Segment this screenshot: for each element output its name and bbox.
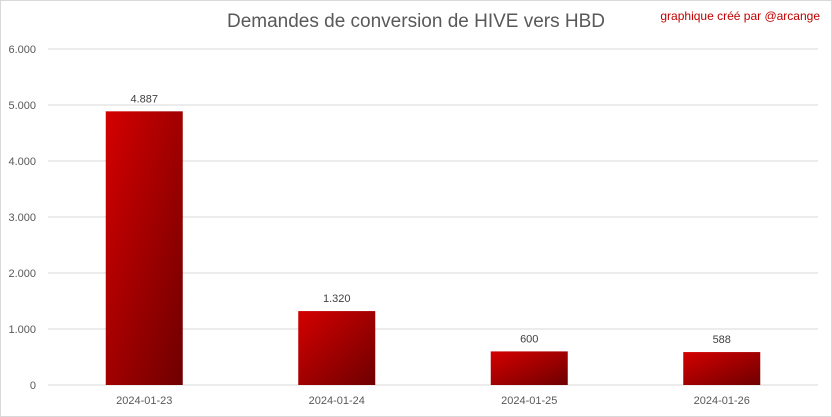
bar bbox=[683, 352, 761, 385]
bars bbox=[105, 111, 761, 385]
y-tick-label: 0 bbox=[30, 380, 36, 392]
y-tick-label: 3.000 bbox=[8, 212, 36, 224]
data-label: 588 bbox=[713, 334, 731, 346]
x-tick-label: 2024-01-23 bbox=[116, 395, 172, 407]
y-tick-label: 2.000 bbox=[8, 268, 36, 280]
data-labels: 4.887 1.320 600 588 bbox=[130, 93, 730, 346]
bar bbox=[490, 351, 568, 385]
data-label: 600 bbox=[520, 333, 538, 345]
chart-title: Demandes de conversion de HIVE vers HBD bbox=[226, 11, 606, 32]
data-label: 4.887 bbox=[130, 93, 158, 105]
bar bbox=[105, 111, 183, 385]
x-tick-label: 2024-01-25 bbox=[501, 395, 557, 407]
y-tick-label: 5.000 bbox=[8, 100, 36, 112]
chart-credit: graphique créé par @arcange bbox=[660, 9, 820, 23]
y-tick-label: 1.000 bbox=[8, 324, 36, 336]
y-tick-label: 4.000 bbox=[8, 156, 36, 168]
data-label: 1.320 bbox=[323, 293, 351, 305]
y-tick-label: 6.000 bbox=[8, 44, 36, 56]
x-axis: 2024-01-23 2024-01-24 2024-01-25 2024-01-26 bbox=[116, 395, 750, 407]
x-tick-label: 2024-01-24 bbox=[309, 395, 365, 407]
bar bbox=[298, 311, 376, 385]
x-tick-label: 2024-01-26 bbox=[694, 395, 750, 407]
y-axis: 0 1.000 2.000 3.000 4.000 5.000 6.000 bbox=[8, 44, 36, 392]
